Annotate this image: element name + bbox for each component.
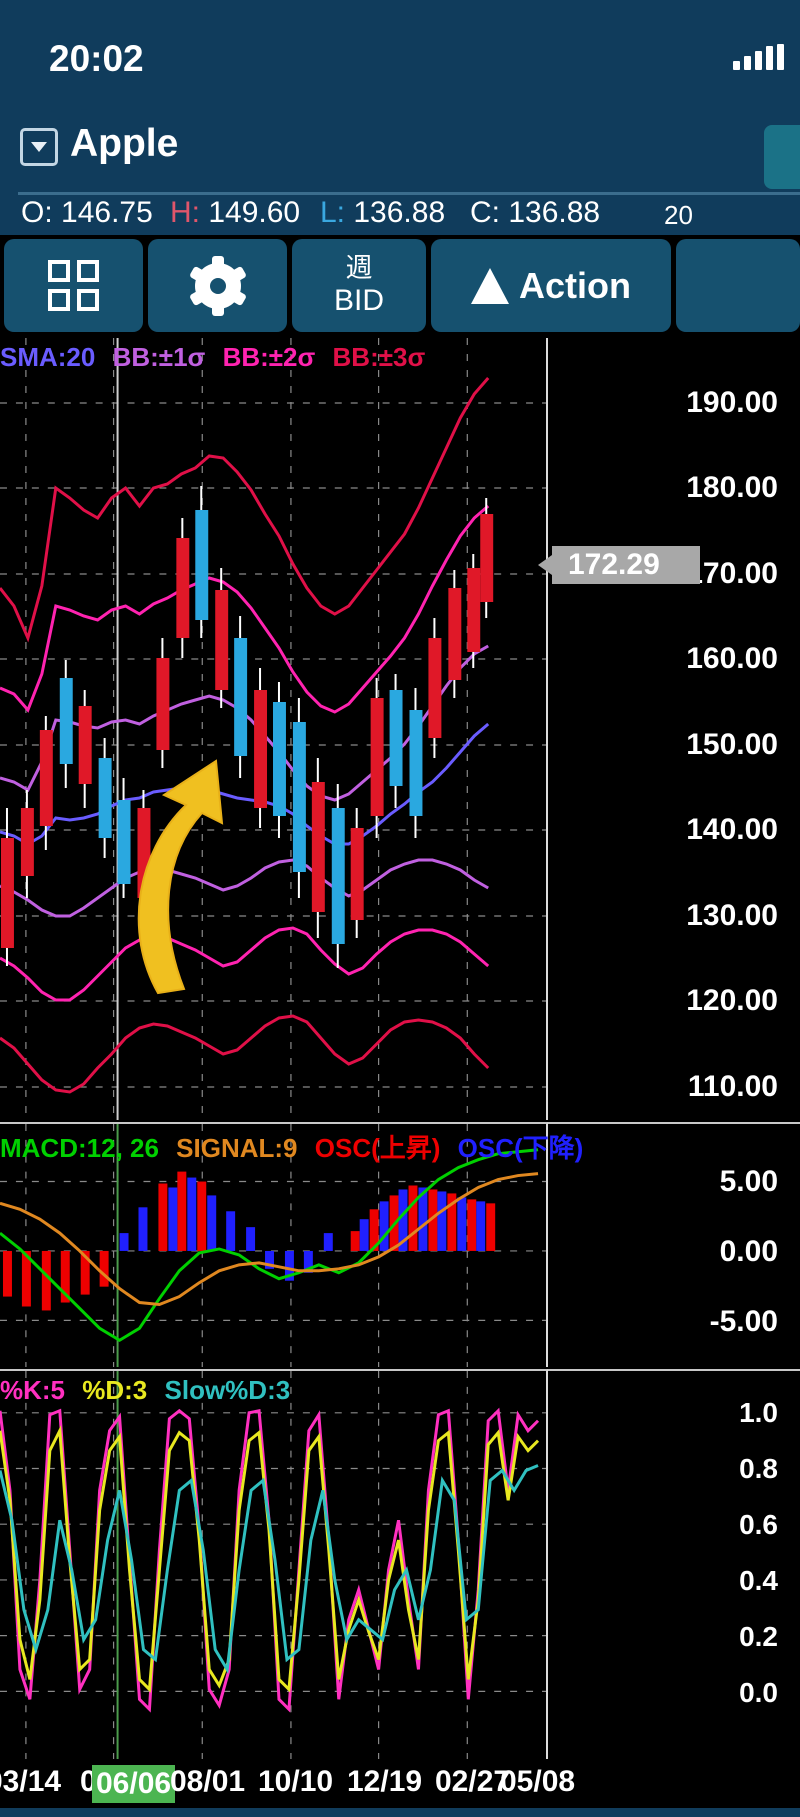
macd-tick: -5.00 bbox=[709, 1305, 778, 1338]
price-axis: 190.00 180.00 170.00 160.00 150.00 140.0… bbox=[548, 338, 800, 1120]
grid-four-squares-icon bbox=[48, 260, 99, 311]
price-panel[interactable]: SMA:20 BB:±1σ BB:±2σ BB:±3σ bbox=[0, 338, 548, 1120]
date-tick: 08/01 bbox=[170, 1765, 246, 1798]
toolbar-overflow-button[interactable] bbox=[676, 239, 800, 332]
legend-bb1: BB:±1σ bbox=[112, 342, 206, 372]
action-button[interactable]: Action bbox=[431, 239, 671, 332]
price-tick: 170.00 bbox=[686, 557, 778, 590]
price-tick: 150.00 bbox=[686, 728, 778, 761]
macd-panel[interactable]: MACD:12, 26 SIGNAL:9 OSC(上昇) OSC(下降) bbox=[0, 1122, 583, 1367]
low-label: L: bbox=[320, 196, 346, 229]
date-axis: 03/14 0 06/06 08/01 10/10 12/19 02/27 05… bbox=[0, 1761, 575, 1817]
price-tick: 180.00 bbox=[686, 471, 778, 504]
layout-grid-button[interactable] bbox=[4, 239, 143, 332]
status-bar: 20:02 bbox=[0, 0, 800, 105]
status-clock: 20:02 bbox=[49, 38, 144, 79]
legend-bb2: BB:±2σ bbox=[222, 342, 316, 372]
symbol-title-row: Apple bbox=[0, 112, 800, 180]
date-tick: 02/27 bbox=[435, 1765, 511, 1798]
triangle-up-icon bbox=[471, 267, 509, 304]
interval-label: 週 bbox=[345, 253, 373, 283]
stoch-tick: 0.8 bbox=[739, 1453, 778, 1484]
stochastics-panel[interactable]: %K:5 %D:3 Slow%D:3 bbox=[0, 1369, 548, 1759]
price-tick: 160.00 bbox=[686, 642, 778, 675]
open-value: 146.75 bbox=[61, 196, 153, 229]
stochastics-plot-svg bbox=[0, 1371, 546, 1759]
stoch-tick: 0.6 bbox=[739, 1509, 778, 1540]
action-button-label: Action bbox=[519, 264, 631, 306]
high-label: H: bbox=[170, 196, 200, 229]
macd-plot-svg bbox=[0, 1124, 546, 1367]
close-label: C: bbox=[470, 196, 500, 229]
open-label: O: bbox=[21, 196, 53, 229]
date-tick: 03/14 bbox=[0, 1765, 62, 1798]
stoch-tick: 0.2 bbox=[739, 1621, 778, 1652]
chart-toolbar: 週 BID Action bbox=[0, 235, 800, 338]
gear-icon bbox=[188, 255, 247, 316]
macd-axis: 5.00 0.00 -5.00 bbox=[548, 1122, 800, 1367]
price-plot-svg bbox=[0, 338, 546, 1120]
price-tick: 110.00 bbox=[687, 1070, 778, 1103]
price-tick: 190.00 bbox=[686, 386, 778, 419]
ohlc-quote-row: O: 146.75 H: 149.60 L: 136.88 C: 136.88 … bbox=[0, 196, 800, 236]
legend-osc-down: OSC(下降) bbox=[457, 1133, 584, 1163]
chevron-down-icon bbox=[31, 142, 47, 152]
page-title: Apple bbox=[70, 122, 179, 165]
symbol-dropdown-button[interactable] bbox=[20, 128, 58, 166]
legend-slow-pct-d: Slow%D:3 bbox=[164, 1375, 291, 1405]
side-tab-handle[interactable] bbox=[764, 125, 800, 189]
high-value: 149.60 bbox=[208, 196, 301, 229]
close-value: 136.88 bbox=[508, 196, 601, 229]
bid-label: BID bbox=[333, 284, 384, 317]
bottom-bar bbox=[0, 1808, 800, 1817]
stoch-tick: 0.4 bbox=[739, 1565, 778, 1596]
interval-bid-button[interactable]: 週 BID bbox=[292, 239, 426, 332]
current-price-badge: 172.29 bbox=[552, 546, 700, 584]
high-field: H: 149.60 bbox=[170, 196, 300, 230]
low-field: L: 136.88 bbox=[320, 196, 445, 230]
macd-tick: 0.00 bbox=[719, 1235, 778, 1268]
legend-bb3: BB:±3σ bbox=[332, 342, 426, 372]
close-field: C: 136.88 bbox=[470, 196, 600, 230]
chart-container[interactable]: SMA:20 BB:±1σ BB:±2σ BB:±3σ 190.00 180.0… bbox=[0, 338, 800, 1817]
header-divider bbox=[18, 192, 800, 195]
price-tick: 130.00 bbox=[686, 899, 778, 932]
open-field: O: 146.75 bbox=[21, 196, 153, 230]
stochastics-legend: %K:5 %D:3 Slow%D:3 bbox=[0, 1375, 560, 1406]
legend-pct-d: %D:3 bbox=[82, 1375, 148, 1405]
signal-bars-icon bbox=[733, 44, 784, 70]
annotation-arrow-icon bbox=[137, 759, 224, 995]
settings-button[interactable] bbox=[148, 239, 287, 332]
stoch-tick: 1.0 bbox=[739, 1397, 778, 1428]
stoch-tick: 0.0 bbox=[739, 1677, 778, 1708]
legend-sma: SMA:20 bbox=[0, 342, 96, 372]
price-legend: SMA:20 BB:±1σ BB:±2σ BB:±3σ bbox=[0, 342, 560, 373]
price-tick: 120.00 bbox=[686, 984, 778, 1017]
date-tick: 10/10 bbox=[258, 1765, 334, 1798]
legend-signal: SIGNAL:9 bbox=[176, 1133, 298, 1163]
macd-tick: 5.00 bbox=[719, 1165, 778, 1198]
macd-legend: MACD:12, 26 SIGNAL:9 OSC(上昇) OSC(下降) bbox=[0, 1128, 583, 1165]
app-header: 20:02 Apple O: 146.75 H: 149.60 L: bbox=[0, 0, 800, 235]
quote-date: 20 bbox=[664, 200, 693, 230]
legend-osc-up: OSC(上昇) bbox=[314, 1133, 441, 1163]
date-tick: 12/19 bbox=[347, 1765, 423, 1798]
stochastics-axis: 1.0 0.8 0.6 0.4 0.2 0.0 bbox=[548, 1369, 800, 1759]
date-tick: 05/08 bbox=[500, 1765, 576, 1798]
low-value: 136.88 bbox=[353, 196, 446, 229]
price-tick: 140.00 bbox=[686, 813, 778, 846]
date-tick-highlighted: 06/06 bbox=[92, 1765, 176, 1803]
legend-macd: MACD:12, 26 bbox=[0, 1133, 159, 1163]
legend-pct-k: %K:5 bbox=[0, 1375, 66, 1405]
